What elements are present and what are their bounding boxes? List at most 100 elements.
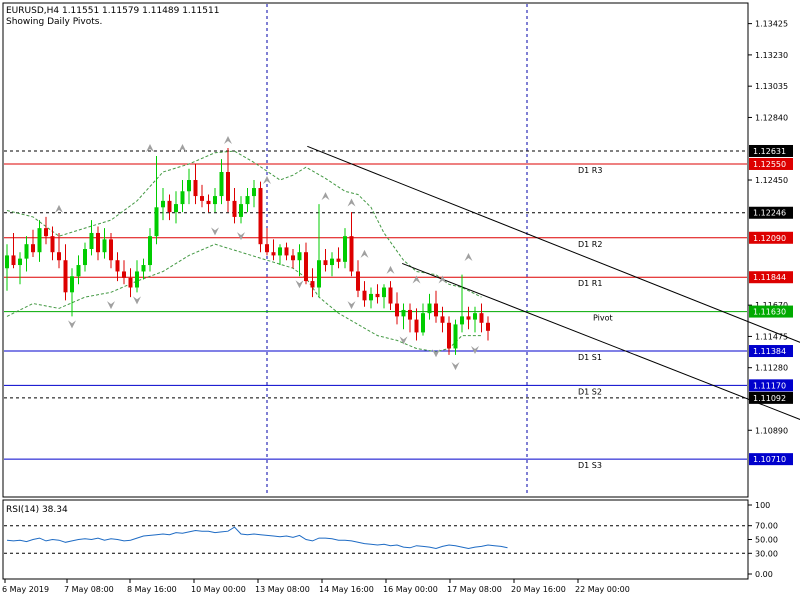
fractal-down-0	[68, 320, 76, 329]
candle-37	[245, 188, 250, 213]
candle-36	[239, 196, 243, 224]
candle-55	[362, 281, 367, 307]
candle-66	[434, 290, 438, 323]
candle-59	[388, 281, 393, 310]
candle-body	[310, 281, 315, 288]
candle-6	[44, 216, 48, 245]
time-tick-label-6: 16 May 00:00	[383, 585, 438, 594]
fractal-up-6	[347, 198, 356, 207]
candle-50	[330, 252, 334, 277]
candle-15	[102, 228, 107, 259]
fractal-down-10	[471, 346, 479, 355]
candle-5	[37, 220, 42, 262]
price-badge-label-5: 1.11630	[753, 308, 786, 317]
chart-header-line1: EURUSD,H4 1.11551 1.11579 1.11489 1.1151…	[6, 6, 219, 16]
candle-70	[460, 274, 464, 333]
candle-24	[161, 188, 165, 221]
fractal-up-0	[55, 204, 63, 213]
candle-29	[193, 163, 198, 205]
candle-body	[369, 293, 373, 301]
candle-3	[24, 236, 29, 272]
candle-body	[414, 319, 419, 333]
price-badge-4	[749, 271, 793, 284]
candle-body	[375, 293, 380, 298]
candle-58	[382, 284, 386, 309]
candle-body	[317, 260, 321, 288]
chart-header-line2: Showing Daily Pivots.	[6, 17, 102, 27]
price-badges: 1.12631 1.12550 1.12246 1.12090 1.11844 1.116…	[749, 144, 793, 466]
candle-body	[349, 236, 354, 272]
candle-71	[466, 306, 471, 330]
candle-body	[440, 316, 445, 323]
price-badge-label-3: 1.12090	[753, 234, 786, 243]
candle-body	[167, 200, 172, 213]
candle-body	[76, 265, 81, 277]
candle-body	[304, 252, 308, 282]
pivot-label-0: D1 R3	[578, 166, 602, 175]
candle-body	[141, 265, 146, 272]
price-tick-label-7: 1.11280	[755, 364, 788, 373]
candle-body	[271, 252, 276, 256]
candle-2	[18, 252, 22, 285]
fractal-up-1	[146, 143, 154, 152]
candle-7	[50, 226, 55, 261]
time-tick-label-0: 6 May 2019	[2, 585, 49, 594]
candle-body	[193, 180, 198, 197]
candle-69	[453, 319, 458, 355]
candle-body	[239, 204, 243, 217]
candle-38	[252, 180, 256, 208]
candle-body	[427, 303, 432, 314]
candle-body	[135, 271, 139, 288]
candle-body	[44, 228, 48, 237]
rsi-tick-label-4: 0.00	[755, 570, 773, 579]
pivot-label-1: D1 R2	[578, 240, 602, 249]
candle-21	[141, 258, 146, 280]
fractal-up-4	[263, 176, 271, 185]
candle-51	[336, 247, 341, 269]
fractal-down-3	[211, 227, 219, 236]
pivot-label-3: Pivot	[593, 314, 613, 323]
candle-body	[297, 252, 302, 261]
candle-body	[180, 191, 185, 205]
candle-0	[5, 244, 9, 291]
candle-body	[115, 260, 120, 272]
candle-43	[284, 242, 289, 261]
price-badge-7	[749, 379, 793, 392]
fractal-up-7	[360, 249, 369, 258]
candle-56	[369, 287, 373, 309]
price-badge-label-9: 1.10710	[753, 455, 786, 464]
candle-body	[388, 287, 393, 304]
candle-body	[252, 188, 256, 197]
candle-body	[37, 228, 42, 253]
candle-62	[408, 303, 412, 333]
time-tick-label-8: 20 May 16:00	[511, 585, 566, 594]
price-tick-label-4: 1.12450	[755, 176, 788, 185]
upper-envelope-line	[6, 150, 482, 298]
candle-body	[258, 188, 263, 245]
candle-65	[427, 293, 432, 320]
candle-body	[148, 236, 152, 266]
price-tick-label-6: 1.11475	[755, 332, 788, 341]
candle-body	[24, 244, 29, 259]
candle-body	[31, 244, 35, 253]
candle-body	[330, 258, 334, 266]
price-badge-label-2: 1.12246	[753, 209, 786, 218]
rsi-axis: 100 70.00 50.00 30.00 0.00	[748, 501, 778, 579]
candle-body	[323, 260, 328, 266]
price-badge-label-6: 1.11384	[753, 347, 786, 356]
candle-body	[284, 247, 289, 256]
pivot-label-5: D1 S2	[578, 387, 602, 396]
candle-17	[115, 252, 120, 282]
candle-13	[89, 220, 94, 256]
candle-27	[180, 180, 185, 213]
candle-28	[187, 168, 191, 205]
candle-body	[232, 200, 237, 217]
time-tick-label-3: 10 May 00:00	[191, 585, 246, 594]
fractal-up-2	[178, 143, 187, 152]
rsi-panel	[2, 499, 749, 580]
candle-body	[102, 239, 107, 253]
price-badge-8	[749, 391, 793, 404]
candle-body	[96, 232, 100, 253]
pivot-labels: D1 R3 D1 R2 D1 R1 Pivot D1 S1 D1 S2 D1 S3	[578, 166, 613, 470]
candle-12	[83, 242, 87, 272]
